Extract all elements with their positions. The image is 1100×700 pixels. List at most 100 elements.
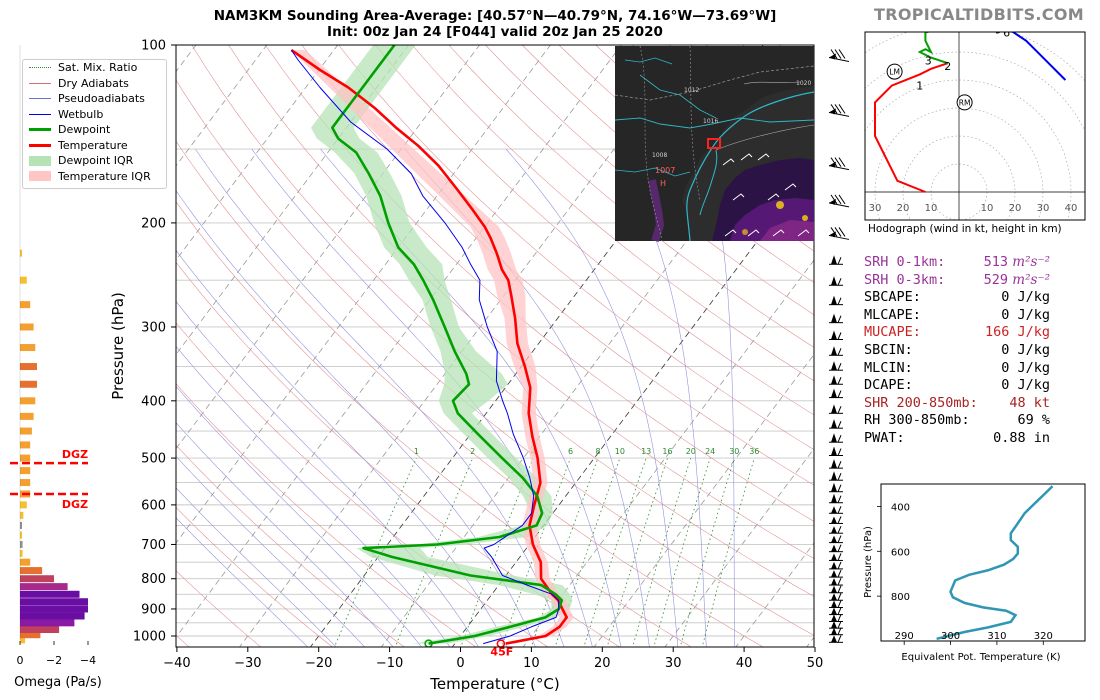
omega-bar: [20, 540, 23, 548]
title-line-1: NAM3KM Sounding Area-Average: [40.57°N—4…: [213, 8, 777, 24]
wind-barb: [829, 627, 843, 636]
hodograph-storm-motion-label: LM: [889, 68, 900, 77]
legend-swatch: [29, 63, 51, 73]
wind-barb: [829, 516, 843, 524]
wind-barb: [829, 346, 843, 356]
hodograph-height-label: 1: [916, 80, 923, 93]
y-tick-label: 800: [141, 572, 166, 587]
y-tick-label: 600: [141, 498, 166, 513]
omega-bar: [20, 427, 32, 435]
x-tick-label: 50: [807, 656, 824, 671]
chart-legend: Sat. Mix. Ratio Dry Adiabats Pseudoadiabat…: [22, 59, 167, 189]
wind-barb: [829, 404, 843, 414]
skewt-axes: 45F−40 −30 −20 −10 0 10 20 30 40 5010020030040050…: [133, 39, 823, 672]
wind-barb: [829, 471, 843, 481]
hodograph: 1 23 69 LM RM 30 20 10 10 20 30 40: [864, 31, 1086, 221]
parameter-value-number: 0.88 in: [993, 429, 1050, 446]
y-tick-label: 900: [141, 602, 166, 617]
mixing-ratio-line: [530, 457, 599, 647]
wind-barb: [828, 49, 850, 63]
moist-adiabat: [176, 517, 309, 647]
y-tick-label: 400: [141, 394, 166, 409]
mixing-ratio-line: [679, 457, 735, 647]
omega-bar: [20, 636, 26, 644]
omega-bar: [20, 397, 36, 405]
dewpoint-iqr-band: [311, 45, 573, 644]
parameter-row: PWAT: 0.88 in: [864, 430, 1050, 448]
mixing-ratio-line: [701, 457, 755, 647]
isotherm: [451, 165, 814, 647]
wind-barb: [829, 635, 843, 643]
hodograph-tick-label: 20: [897, 203, 910, 214]
hodograph-tick-label: 30: [1037, 203, 1050, 214]
mixing-ratio-line: [583, 457, 647, 647]
legend-swatch: [29, 109, 51, 119]
svg-text:1007: 1007: [655, 166, 675, 175]
legend-label: Wetbulb: [58, 107, 104, 121]
mixing-ratio-label: 10: [615, 447, 625, 456]
parameter-value: 0 J/kg: [1001, 307, 1050, 325]
wind-barb: [829, 506, 843, 514]
hodograph-storm-motion-label: RM: [959, 98, 971, 107]
y-tick-label: 300: [141, 320, 166, 335]
surface-temperature-label: 45F: [490, 646, 513, 659]
x-tick-label: −30: [234, 656, 261, 671]
dry-adiabat: [411, 45, 814, 382]
isotherm: [522, 259, 814, 647]
inset-map: 1007 H 1016 1008 1020 1012: [614, 45, 815, 243]
omega-tick-label: −4: [80, 654, 96, 667]
skewt-x-axis-label: Temperature (°C): [429, 675, 559, 693]
hodograph-3-6km-trace: [917, 32, 949, 65]
wind-barb: [829, 600, 843, 609]
theta-e-y-tick-label: 400: [891, 502, 910, 513]
y-tick-label: 500: [141, 452, 166, 467]
theta-e-x-tick-label: 300: [941, 631, 960, 642]
parameter-row: MUCAPE: 166 J/kg: [864, 324, 1050, 342]
parameter-value-number: 0 J/kg: [1001, 306, 1050, 323]
parameter-label: SHR 200-850mb:: [864, 394, 978, 411]
parameter-row: SBCIN: 0 J/kg: [864, 342, 1050, 360]
hodograph-tick-label: 30: [869, 203, 882, 214]
moist-adiabat: [320, 148, 622, 647]
moist-adiabat: [613, 148, 707, 647]
moist-adiabat: [176, 487, 337, 647]
omega-bar-chart: 0 −2 −4 DGZ DGZ: [10, 45, 96, 667]
omega-tick-label: −2: [46, 654, 62, 667]
legend-label: Dry Adiabats: [58, 76, 129, 90]
omega-bar: [20, 631, 41, 639]
hodograph-6-9km-trace: [1011, 32, 1067, 81]
parameter-label: SRH 0-3km:: [864, 271, 946, 288]
hodograph-caption: Hodograph (wind in kt, height in km): [868, 223, 1062, 235]
wind-barb: [829, 295, 843, 306]
wind-barb-column: [828, 49, 850, 643]
parameter-row: SRH 0-3km: 529 m²s⁻²: [864, 272, 1050, 290]
dry-adiabat: [485, 45, 814, 316]
surface-dewpoint-marker: [424, 639, 433, 647]
omega-bar: [20, 454, 31, 462]
dry-adiabat: [176, 201, 692, 647]
skewt-profiles: [290, 45, 574, 647]
dgz-label: DGZ: [62, 448, 88, 461]
x-tick-label: −10: [376, 656, 403, 671]
y-tick-label: 200: [141, 216, 166, 231]
moist-adiabat: [176, 301, 479, 647]
hodograph-0-3km-trace: [874, 62, 949, 193]
dry-adiabat: [176, 79, 814, 636]
parameter-label: DCAPE:: [864, 377, 913, 394]
wind-barb: [829, 577, 843, 586]
title-line-2: Init: 00z Jan 24 [F044] valid 20z Jan 25…: [327, 24, 663, 40]
y-tick-label: 1000: [133, 630, 166, 645]
moist-adiabat: [176, 345, 451, 647]
wind-barb: [829, 433, 843, 443]
x-tick-label: −40: [163, 656, 190, 671]
theta-e-frame: [880, 483, 1086, 642]
parameter-value-number: 166 J/kg: [984, 324, 1050, 341]
wind-barb: [829, 493, 843, 504]
svg-text:1008: 1008: [652, 152, 667, 159]
legend-item: Dry Adiabats: [29, 76, 166, 92]
omega-bar: [20, 531, 22, 539]
wind-barb: [829, 313, 843, 324]
parameter-value: 0 J/kg: [1001, 360, 1050, 378]
omega-bar: [20, 521, 22, 529]
